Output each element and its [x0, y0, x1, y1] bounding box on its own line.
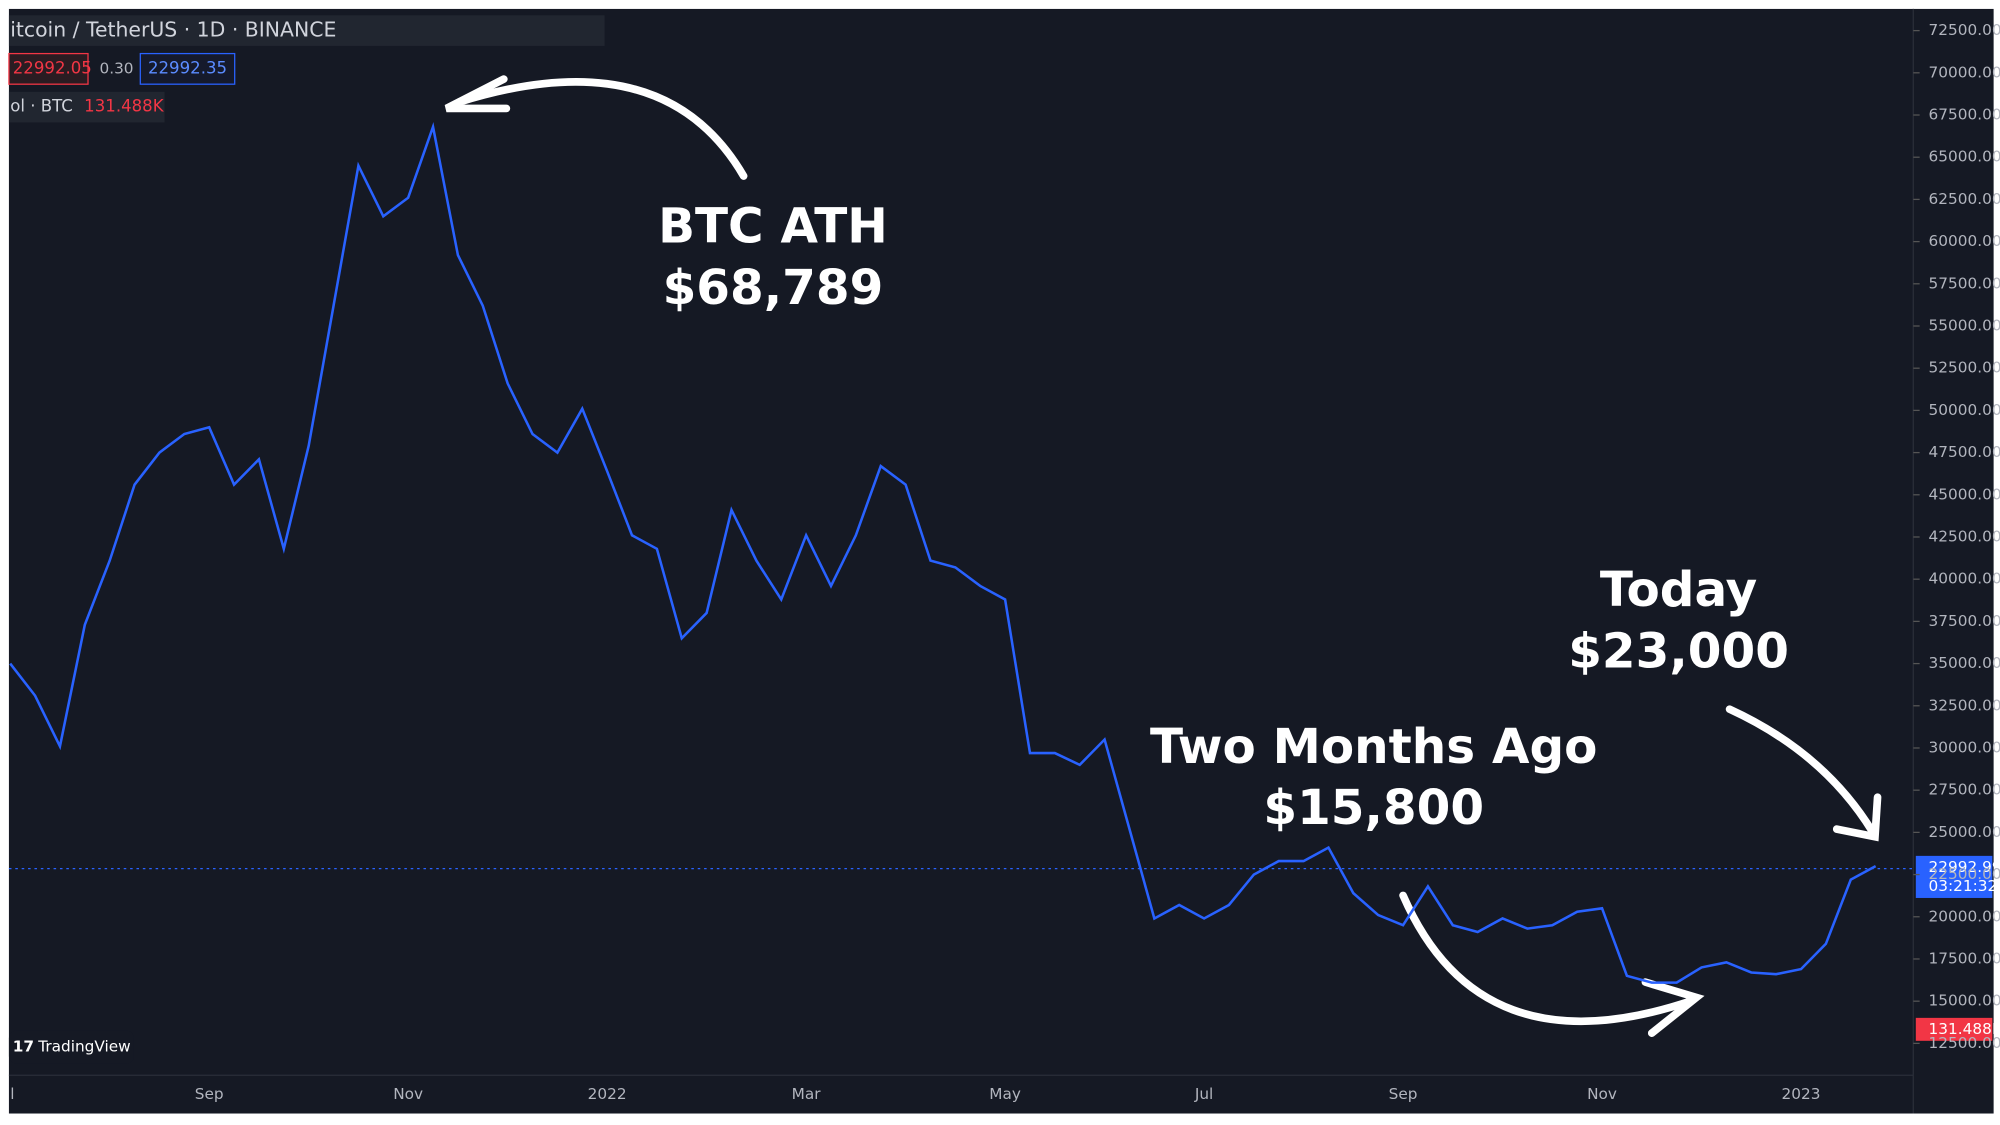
y-tick-label: 47500.00: [1929, 443, 2000, 461]
y-tick-label: 27500.00: [1929, 781, 2000, 799]
volume-tag-bg: [1915, 1017, 1993, 1041]
y-tick-label: 72500.00: [1929, 21, 2000, 39]
arrowhead: [444, 75, 511, 113]
annotation: $15,800: [1263, 780, 1484, 836]
price-line-series: [9, 121, 1877, 984]
y-tick-label: 62500.00: [1929, 190, 2000, 208]
x-tick-label: Sep: [1389, 1085, 1418, 1103]
chart-background: [8, 8, 1994, 1114]
annotation: $68,789: [663, 260, 884, 316]
y-tick-label: 22500.00: [1929, 865, 2000, 883]
arrowhead: [1832, 793, 1882, 842]
y-tick-label: 25000.00: [1929, 823, 2000, 841]
y-tick-label: 52500.00: [1929, 359, 2000, 377]
annotation: Two Months Ago: [1150, 719, 1597, 775]
brand[interactable]: TradingView: [37, 1038, 130, 1056]
ohlc-box: [8, 52, 89, 85]
brand-logo: 17: [13, 1038, 34, 1056]
price-tag-bg: [1915, 855, 1993, 898]
price-tag: 22992.99: [1929, 858, 2000, 876]
y-tick-label: 55000.00: [1929, 316, 2000, 334]
arrows: [444, 75, 1882, 1037]
x-tick-label: l: [10, 1085, 14, 1103]
volume-label: ol · BTC: [10, 97, 73, 116]
header-bg: [8, 15, 605, 46]
countdown: 03:21:32: [1929, 877, 1998, 895]
x-tick-label: Nov: [1587, 1085, 1617, 1103]
y-tick-label: 17500.00: [1929, 949, 2000, 967]
arrow: [455, 78, 748, 180]
y-tick-label: 67500.00: [1929, 106, 2000, 124]
y-tick-label: 65000.00: [1929, 148, 2000, 166]
ohlc-buy: 22992.35: [148, 58, 227, 77]
y-tick-label: 40000.00: [1929, 570, 2000, 588]
y-tick-label: 45000.00: [1929, 485, 2000, 503]
y-tick-label: 42500.00: [1929, 527, 2000, 545]
y-tick-label: 37500.00: [1929, 612, 2000, 630]
volume-tag: 131.488K: [1929, 1020, 2000, 1038]
arrow: [1725, 705, 1877, 836]
arrow: [1399, 891, 1694, 1026]
y-tick-label: 57500.00: [1929, 274, 2000, 292]
x-tick-label: Sep: [195, 1085, 224, 1103]
y-tick-label: 30000.00: [1929, 738, 2000, 756]
y-tick-label: 32500.00: [1929, 696, 2000, 714]
y-tick-label: 15000.00: [1929, 992, 2000, 1010]
ohlc-spread: 0.30: [99, 59, 133, 77]
x-tick-label: Nov: [393, 1085, 423, 1103]
annotation: Today: [1600, 562, 1757, 618]
annotation: $23,000: [1568, 623, 1789, 679]
ohlc-sell: 22992.05: [13, 58, 92, 77]
brand-bg: [8, 1030, 134, 1064]
x-tick-label: 2023: [1782, 1085, 1821, 1103]
x-tick-label: Jul: [1194, 1085, 1213, 1103]
y-tick-label: 70000.00: [1929, 63, 2000, 81]
y-tick-label: 35000.00: [1929, 654, 2000, 672]
y-tick-label: 20000.00: [1929, 907, 2000, 925]
ohlc-box: [139, 52, 236, 85]
y-tick-label: 50000.00: [1929, 401, 2000, 419]
x-tick-label: May: [989, 1085, 1021, 1103]
x-tick-label: Mar: [792, 1085, 822, 1103]
annotation: BTC ATH: [658, 199, 888, 255]
arrowhead: [1641, 978, 1705, 1037]
y-tick-label: 60000.00: [1929, 232, 2000, 250]
y-tick-label: 12500.00: [1929, 1034, 2000, 1052]
volume-value: 131.488K: [84, 97, 165, 116]
volume-bg: [8, 91, 165, 123]
symbol: itcoin / TetherUS · 1D · BINANCE: [10, 18, 336, 42]
x-tick-label: 2022: [588, 1085, 627, 1103]
